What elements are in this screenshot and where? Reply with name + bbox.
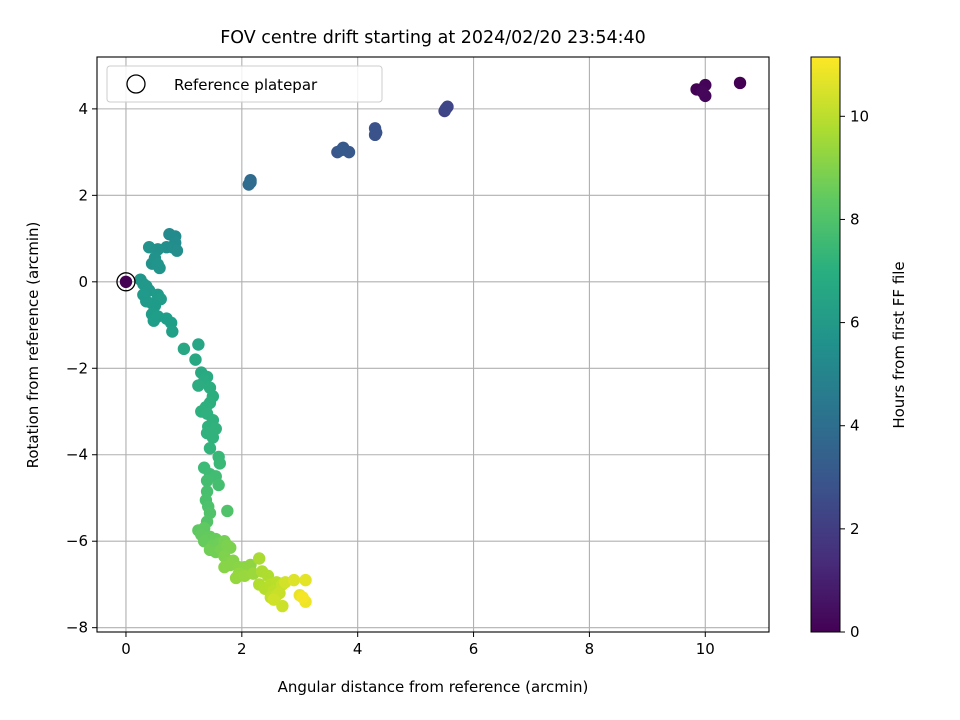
data-point <box>189 353 202 366</box>
x-tick-label: 6 <box>469 640 479 658</box>
data-points <box>116 76 747 613</box>
data-point <box>696 85 709 98</box>
x-tick-label: 4 <box>353 640 363 658</box>
y-axis-label: Rotation from reference (arcmin) <box>24 222 42 469</box>
legend: Reference platepar <box>106 65 383 103</box>
colorbar-tick-label: 8 <box>850 210 860 228</box>
data-point <box>287 573 301 587</box>
data-point <box>147 314 160 327</box>
legend-marker-reference-icon <box>126 74 146 94</box>
data-point <box>267 593 280 606</box>
data-point <box>177 342 191 356</box>
data-point <box>213 457 227 470</box>
y-tick-label: −6 <box>66 532 88 550</box>
colorbar-tick-label: 4 <box>850 417 860 435</box>
data-point <box>244 176 257 189</box>
data-point <box>142 241 156 254</box>
data-point <box>192 379 205 392</box>
x-tick-label: 2 <box>237 640 247 658</box>
colorbar-gradient <box>810 56 841 633</box>
colorbar-tick-label: 10 <box>850 107 869 125</box>
gridlines <box>97 57 769 632</box>
x-tick-label: 8 <box>585 640 595 658</box>
y-axis-ticks: −8 −6 −4 −2 0 2 4 <box>66 100 97 637</box>
plot-frame <box>96 56 770 633</box>
data-point <box>151 258 165 271</box>
data-point <box>170 244 184 257</box>
legend-label-reference: Reference platepar <box>174 76 318 94</box>
y-tick-label: −2 <box>66 359 88 377</box>
colorbar-tick-label: 6 <box>850 314 860 332</box>
data-point <box>119 275 133 289</box>
data-point <box>221 504 234 518</box>
data-point <box>253 552 266 565</box>
colorbar-ticks: 0 2 4 6 8 10 <box>840 107 869 641</box>
data-point <box>299 573 312 587</box>
data-point <box>335 143 348 157</box>
data-point <box>439 102 452 116</box>
chart-title: FOV centre drift starting at 2024/02/20 … <box>220 28 646 48</box>
x-axis-label: Angular distance from reference (arcmin) <box>278 678 589 696</box>
reference-platepar-marker <box>116 272 136 292</box>
x-tick-label: 0 <box>121 640 131 658</box>
colorbar-tick-label: 0 <box>850 623 860 641</box>
x-tick-label: 10 <box>696 640 715 658</box>
y-tick-label: 0 <box>78 273 88 291</box>
colorbar: 0 2 4 6 8 10 Hours from first FF file <box>810 56 908 641</box>
y-tick-label: 2 <box>78 186 88 204</box>
data-point <box>203 442 217 455</box>
legend-box <box>106 65 383 103</box>
data-point <box>166 325 179 338</box>
data-point <box>192 338 205 351</box>
data-point <box>212 478 225 492</box>
y-tick-label: 4 <box>78 100 88 118</box>
data-point <box>296 591 309 604</box>
data-point <box>200 474 214 487</box>
y-tick-label: −4 <box>66 446 88 464</box>
x-axis-ticks: 0 2 4 6 8 10 <box>121 632 715 658</box>
data-point <box>370 126 383 139</box>
data-point <box>209 422 222 436</box>
colorbar-tick-label: 2 <box>850 520 860 538</box>
data-point <box>218 560 231 574</box>
data-point <box>733 76 747 90</box>
data-point <box>276 599 289 613</box>
colorbar-label: Hours from first FF file <box>890 261 908 428</box>
y-tick-label: −8 <box>66 619 88 637</box>
